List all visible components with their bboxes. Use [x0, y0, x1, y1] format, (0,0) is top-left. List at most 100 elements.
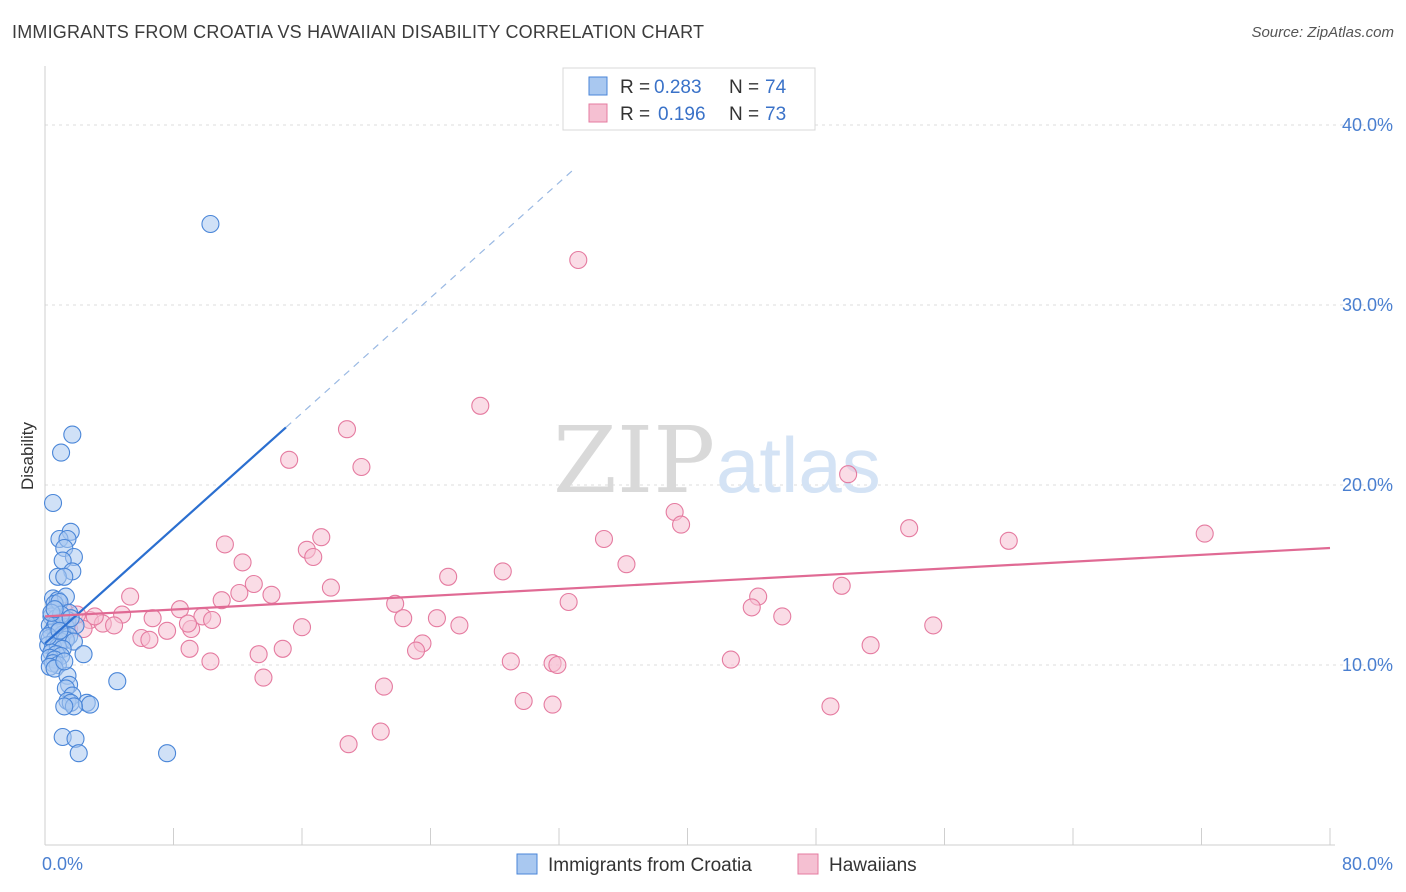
hawaiians-point: [312, 528, 331, 547]
hawaiians-point: [178, 614, 198, 633]
hawaiians-point: [594, 529, 614, 549]
legend-r-label-2: R =: [620, 104, 650, 125]
hawaiians-point: [1195, 524, 1214, 543]
hawaiians-point: [254, 668, 273, 687]
hawaiians-point: [105, 616, 124, 635]
hawaiians-point: [559, 592, 578, 612]
hawaiians-point: [617, 555, 636, 574]
hawaiians-point: [280, 450, 299, 469]
hawaiians-point: [203, 610, 222, 630]
legend-bottom-label-croatia: Immigrants from Croatia: [548, 855, 752, 876]
trend-line-hawaiians: [44, 546, 1331, 618]
hawaiians-point: [85, 607, 104, 626]
y-axis-label: Disability: [18, 421, 37, 490]
hawaiians-point: [244, 574, 263, 594]
hawaiians-point: [158, 621, 177, 640]
source-label: Source: ZipAtlas.com: [1251, 24, 1394, 41]
hawaiians-point: [493, 562, 512, 581]
legend-swatch-blue: [588, 76, 608, 96]
hawaiians-point: [371, 722, 390, 741]
tick-labels: 10.0% 20.0% 30.0% 40.0% 0.0% 80.0%: [42, 115, 1393, 874]
croatia-point: [201, 214, 220, 234]
legend-bottom-label-hawaiians: Hawaiians: [829, 855, 917, 876]
hawaiians-point: [471, 396, 490, 415]
hawaiians-point: [406, 641, 426, 660]
legend-swatch-pink: [588, 103, 608, 123]
legend-n-label-1: N =: [729, 77, 759, 98]
y-tick-label-40: 40.0%: [1342, 115, 1393, 135]
grid-lines: [45, 124, 1390, 666]
legend-n-value-2: 73: [765, 104, 786, 125]
hawaiians-point: [374, 677, 393, 696]
hawaiians-point: [201, 652, 220, 671]
hawaiians-point: [514, 691, 533, 711]
croatia-point: [55, 652, 74, 671]
hawaiians-point: [233, 553, 252, 572]
hawaiians-point: [273, 639, 292, 658]
hawaiians-point: [924, 616, 943, 635]
legend-bottom-swatch-croatia: [516, 853, 538, 875]
hawaiians-point: [386, 594, 405, 613]
hawaiians-point: [839, 465, 858, 484]
legend-r-label-1: R =: [620, 77, 650, 98]
hawaiians-point: [548, 655, 567, 675]
croatia-point: [55, 697, 74, 716]
hawaiians-point: [999, 531, 1018, 550]
hawaiians-point: [832, 576, 851, 595]
hawaiians-point: [450, 616, 469, 635]
trend-line-croatia-extension: [285, 167, 576, 428]
hawaiians-point: [321, 578, 340, 597]
hawaiians-point: [215, 535, 234, 554]
series-hawaiians-points: [55, 250, 1214, 754]
croatia-point: [43, 493, 63, 513]
watermark-atlas: atlas: [716, 421, 881, 509]
axes: [44, 66, 1335, 846]
hawaiians-point: [143, 609, 162, 628]
hawaiians-point: [140, 630, 159, 649]
hawaiians-point: [180, 639, 199, 658]
hawaiians-point: [861, 636, 880, 655]
hawaiians-point: [821, 697, 840, 716]
hawaiians-point: [262, 585, 281, 604]
series-croatia-points: [39, 214, 220, 763]
legend-top: R = 0.283 N = 74 R = 0.196 N = 73: [562, 67, 816, 131]
x-tick-label-min: 0.0%: [42, 854, 83, 874]
hawaiians-point: [249, 645, 268, 664]
watermark: ZIP atlas: [553, 407, 881, 514]
hawaiians-point: [569, 250, 588, 270]
legend-n-value-1: 74: [765, 77, 787, 98]
croatia-point: [55, 567, 74, 586]
trend-line-croatia: [44, 426, 287, 645]
hawaiians-point: [427, 609, 446, 628]
hawaiians-point: [339, 735, 358, 754]
croatia-point: [108, 672, 127, 691]
y-tick-label-10: 10.0%: [1342, 655, 1393, 675]
hawaiians-point: [543, 695, 562, 714]
croatia-point: [52, 443, 71, 462]
croatia-point: [63, 425, 82, 444]
legend-r-value-2: 0.196: [658, 104, 706, 125]
croatia-point: [74, 645, 93, 664]
trend-lines: [44, 167, 1331, 645]
hawaiians-point: [292, 618, 312, 637]
hawaiians-point: [212, 591, 231, 610]
x-tick-label-max: 80.0%: [1342, 854, 1393, 874]
legend-bottom: Immigrants from Croatia Hawaiians: [516, 853, 917, 876]
hawaiians-point: [439, 567, 458, 586]
hawaiians-point: [230, 583, 249, 603]
hawaiians-point: [501, 652, 520, 671]
croatia-point: [45, 600, 64, 619]
legend-r-value-1: 0.283: [654, 77, 702, 98]
legend-bottom-swatch-hawaiians: [797, 853, 819, 875]
hawaiians-point: [672, 515, 691, 534]
hawaiians-point: [900, 519, 919, 538]
legend-n-label-2: N =: [729, 104, 759, 125]
croatia-point: [158, 744, 177, 763]
hawaiians-point: [337, 420, 357, 439]
hawaiians-point: [742, 598, 761, 617]
y-tick-label-20: 20.0%: [1342, 475, 1393, 495]
watermark-zip: ZIP: [553, 407, 715, 514]
chart-title: IMMIGRANTS FROM CROATIA VS HAWAIIAN DISA…: [12, 22, 705, 42]
hawaiians-point: [352, 457, 371, 477]
